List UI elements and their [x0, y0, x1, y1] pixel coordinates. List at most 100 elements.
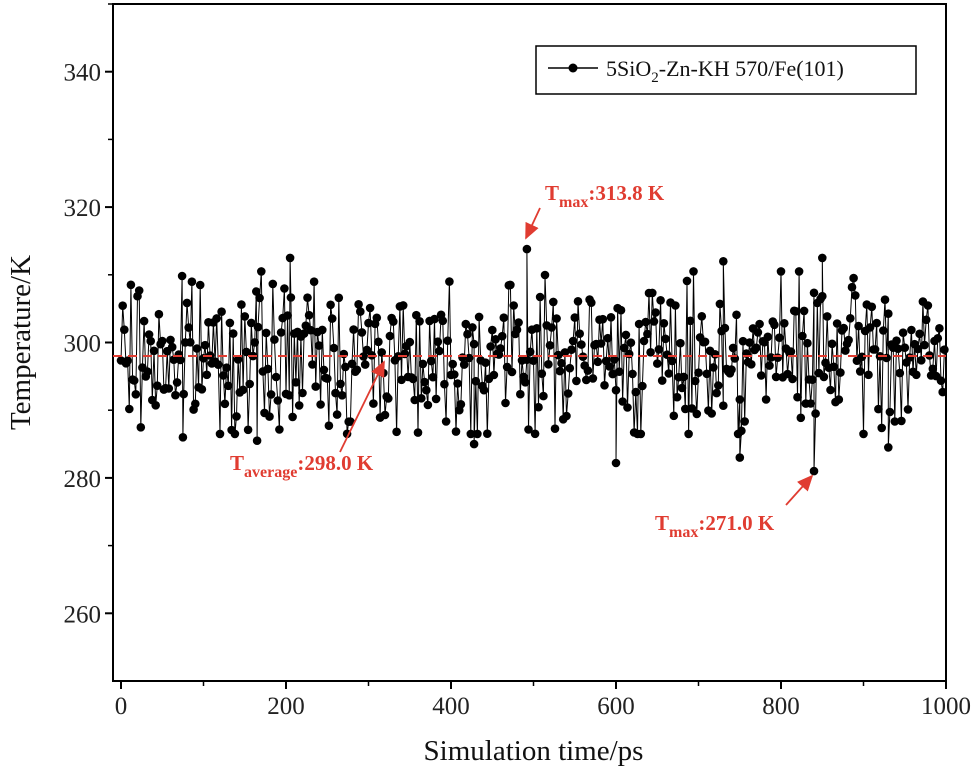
data-point — [707, 409, 716, 418]
data-point — [788, 374, 797, 384]
data-point — [857, 352, 867, 362]
data-point — [935, 324, 944, 333]
data-point — [913, 344, 923, 354]
data-point — [626, 338, 636, 348]
y-axis-title: Temperature/K — [5, 255, 37, 430]
data-point — [793, 392, 802, 402]
data-point — [285, 391, 294, 400]
data-point — [431, 394, 441, 404]
data-point — [369, 399, 378, 408]
data-point — [638, 381, 647, 391]
x-tick-label: 400 — [432, 693, 470, 720]
x-tick-label: 200 — [267, 693, 305, 720]
data-point — [131, 390, 141, 399]
x-tick-label: 600 — [597, 693, 635, 720]
data-point — [780, 319, 789, 328]
data-point — [332, 410, 342, 419]
data-point — [182, 298, 192, 308]
data-point — [928, 364, 938, 374]
y-tick-label: 280 — [64, 466, 102, 493]
data-point — [659, 319, 669, 328]
data-point — [125, 404, 134, 414]
data-point — [364, 318, 373, 328]
data-point — [473, 429, 482, 439]
data-point — [639, 336, 649, 346]
data-point — [271, 372, 281, 382]
data-point — [418, 359, 428, 369]
data-point — [720, 323, 730, 333]
data-point — [268, 279, 278, 289]
data-point — [890, 417, 900, 426]
data-point — [479, 385, 489, 395]
data-point — [461, 319, 471, 329]
data-point — [765, 361, 774, 370]
data-point — [809, 288, 819, 298]
data-point — [540, 270, 550, 280]
data-point — [611, 385, 621, 395]
annotation-arrow — [525, 207, 541, 240]
data-point — [158, 336, 167, 346]
data-point — [917, 356, 926, 365]
data-point — [735, 453, 745, 462]
data-point — [539, 391, 548, 401]
x-axis-title: Simulation time/ps — [424, 735, 644, 767]
data-point — [217, 307, 226, 317]
data-point — [611, 458, 621, 468]
data-point — [562, 411, 571, 421]
y-tick-label: 300 — [64, 331, 102, 358]
y-tick-label: 260 — [64, 601, 102, 628]
data-point — [776, 267, 786, 276]
data-point — [865, 323, 875, 332]
data-point — [172, 378, 182, 387]
data-point — [732, 310, 741, 320]
data-point — [854, 321, 863, 331]
data-point — [651, 308, 660, 317]
data-point — [176, 355, 185, 365]
data-point — [643, 329, 652, 339]
data-point — [747, 360, 756, 369]
data-point — [537, 369, 547, 379]
data-point — [285, 253, 295, 263]
data-point — [522, 244, 532, 254]
data-point — [653, 359, 662, 368]
data-point — [550, 424, 560, 434]
data-point — [516, 389, 525, 399]
annotation-avg: Taverage:298.0 K — [230, 451, 374, 481]
data-point — [243, 425, 253, 435]
data-point — [420, 377, 429, 387]
series-layer — [116, 244, 949, 476]
legend-label: 5SiO2-Zn-KH 570/Fe(101) — [606, 56, 844, 86]
data-point — [936, 376, 946, 386]
data-point — [356, 307, 365, 316]
data-point — [438, 316, 448, 326]
data-point — [346, 417, 355, 426]
data-point — [715, 299, 725, 309]
data-point — [463, 329, 472, 339]
data-point — [506, 280, 515, 290]
data-point — [646, 348, 655, 357]
data-point — [818, 253, 827, 263]
data-point — [719, 401, 728, 411]
data-point — [552, 314, 561, 323]
data-point — [451, 427, 461, 436]
data-point — [245, 379, 254, 389]
data-point — [247, 318, 256, 328]
data-point — [299, 329, 309, 338]
data-point — [826, 385, 835, 395]
data-point — [530, 429, 540, 439]
data-point — [697, 312, 707, 321]
data-point — [468, 323, 477, 332]
data-point — [892, 336, 901, 346]
legend-marker — [568, 63, 578, 73]
annotation-min: Tmax:271.0 K — [655, 511, 775, 541]
data-point — [806, 399, 815, 408]
data-point — [681, 404, 690, 414]
plot-border — [112, 3, 947, 682]
data-point — [191, 399, 200, 409]
data-point — [915, 329, 924, 339]
data-point — [304, 310, 314, 320]
data-point — [166, 335, 175, 345]
data-point — [560, 348, 570, 357]
data-point — [575, 329, 584, 339]
data-point — [620, 343, 629, 353]
